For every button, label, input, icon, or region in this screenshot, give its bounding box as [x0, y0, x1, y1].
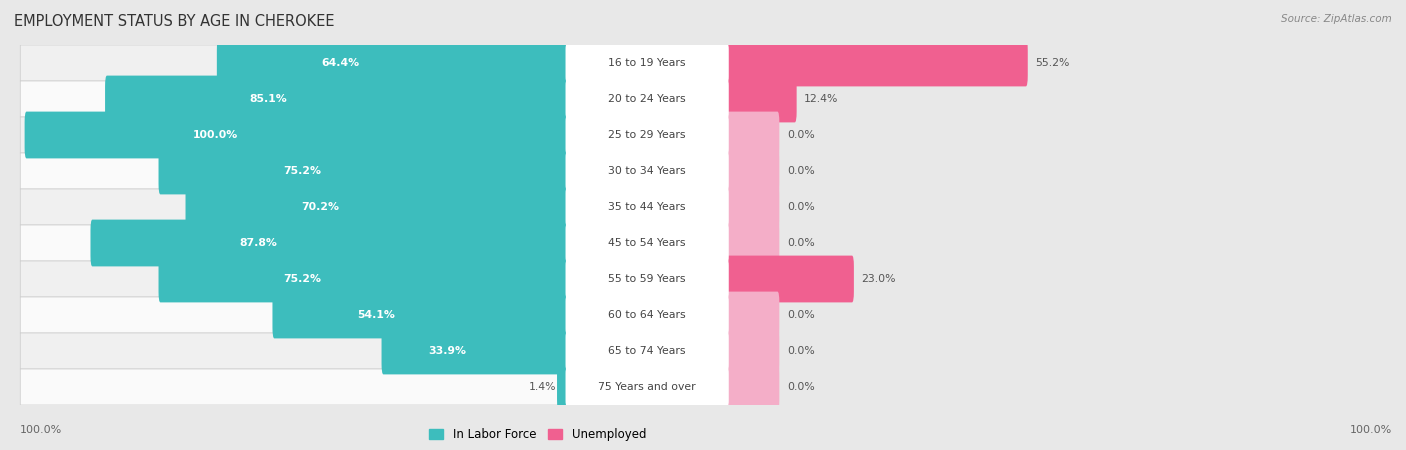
FancyBboxPatch shape	[159, 148, 568, 194]
FancyBboxPatch shape	[273, 292, 568, 338]
Text: 33.9%: 33.9%	[429, 346, 467, 356]
FancyBboxPatch shape	[725, 256, 853, 302]
Text: 0.0%: 0.0%	[787, 238, 814, 248]
FancyBboxPatch shape	[20, 261, 772, 297]
Text: 70.2%: 70.2%	[301, 202, 339, 212]
Text: 23.0%: 23.0%	[862, 274, 896, 284]
FancyBboxPatch shape	[725, 76, 797, 122]
Text: Source: ZipAtlas.com: Source: ZipAtlas.com	[1281, 14, 1392, 23]
Text: 100.0%: 100.0%	[1350, 425, 1392, 435]
Text: 0.0%: 0.0%	[787, 310, 814, 320]
FancyBboxPatch shape	[725, 292, 779, 338]
Text: 20 to 24 Years: 20 to 24 Years	[609, 94, 686, 104]
FancyBboxPatch shape	[725, 364, 779, 410]
Text: 85.1%: 85.1%	[249, 94, 287, 104]
FancyBboxPatch shape	[565, 152, 728, 190]
Text: 30 to 34 Years: 30 to 34 Years	[609, 166, 686, 176]
FancyBboxPatch shape	[557, 364, 568, 410]
Text: 45 to 54 Years: 45 to 54 Years	[609, 238, 686, 248]
FancyBboxPatch shape	[565, 332, 728, 370]
FancyBboxPatch shape	[217, 40, 568, 86]
Text: 0.0%: 0.0%	[787, 346, 814, 356]
FancyBboxPatch shape	[20, 45, 772, 81]
FancyBboxPatch shape	[725, 112, 779, 158]
Text: EMPLOYMENT STATUS BY AGE IN CHEROKEE: EMPLOYMENT STATUS BY AGE IN CHEROKEE	[14, 14, 335, 28]
Text: 25 to 29 Years: 25 to 29 Years	[609, 130, 686, 140]
FancyBboxPatch shape	[159, 256, 568, 302]
FancyBboxPatch shape	[565, 224, 728, 262]
FancyBboxPatch shape	[565, 260, 728, 298]
Text: 16 to 19 Years: 16 to 19 Years	[609, 58, 686, 68]
Text: 55.2%: 55.2%	[1035, 58, 1070, 68]
Text: 75.2%: 75.2%	[284, 274, 322, 284]
FancyBboxPatch shape	[20, 153, 772, 189]
FancyBboxPatch shape	[565, 116, 728, 154]
FancyBboxPatch shape	[90, 220, 568, 266]
FancyBboxPatch shape	[25, 112, 568, 158]
FancyBboxPatch shape	[20, 297, 772, 333]
FancyBboxPatch shape	[725, 184, 779, 230]
Text: 35 to 44 Years: 35 to 44 Years	[609, 202, 686, 212]
Text: 55 to 59 Years: 55 to 59 Years	[609, 274, 686, 284]
Text: 54.1%: 54.1%	[357, 310, 395, 320]
FancyBboxPatch shape	[725, 220, 779, 266]
FancyBboxPatch shape	[725, 40, 1028, 86]
FancyBboxPatch shape	[565, 188, 728, 226]
FancyBboxPatch shape	[20, 225, 772, 261]
FancyBboxPatch shape	[20, 333, 772, 369]
Text: 0.0%: 0.0%	[787, 202, 814, 212]
Text: 0.0%: 0.0%	[787, 130, 814, 140]
Text: 60 to 64 Years: 60 to 64 Years	[609, 310, 686, 320]
Text: 65 to 74 Years: 65 to 74 Years	[609, 346, 686, 356]
Text: 64.4%: 64.4%	[322, 58, 360, 68]
Text: 75.2%: 75.2%	[284, 166, 322, 176]
Text: 100.0%: 100.0%	[193, 130, 238, 140]
FancyBboxPatch shape	[20, 369, 772, 405]
Text: 87.8%: 87.8%	[239, 238, 277, 248]
FancyBboxPatch shape	[565, 80, 728, 118]
FancyBboxPatch shape	[105, 76, 568, 122]
FancyBboxPatch shape	[20, 189, 772, 225]
FancyBboxPatch shape	[565, 296, 728, 334]
FancyBboxPatch shape	[20, 117, 772, 153]
FancyBboxPatch shape	[186, 184, 568, 230]
Text: 0.0%: 0.0%	[787, 382, 814, 392]
Text: 12.4%: 12.4%	[804, 94, 838, 104]
FancyBboxPatch shape	[565, 368, 728, 406]
FancyBboxPatch shape	[565, 44, 728, 82]
FancyBboxPatch shape	[725, 328, 779, 374]
Text: 75 Years and over: 75 Years and over	[599, 382, 696, 392]
Legend: In Labor Force, Unemployed: In Labor Force, Unemployed	[425, 423, 651, 446]
FancyBboxPatch shape	[20, 81, 772, 117]
FancyBboxPatch shape	[725, 148, 779, 194]
Text: 0.0%: 0.0%	[787, 166, 814, 176]
FancyBboxPatch shape	[381, 328, 568, 374]
Text: 1.4%: 1.4%	[529, 382, 555, 392]
Text: 100.0%: 100.0%	[20, 425, 62, 435]
